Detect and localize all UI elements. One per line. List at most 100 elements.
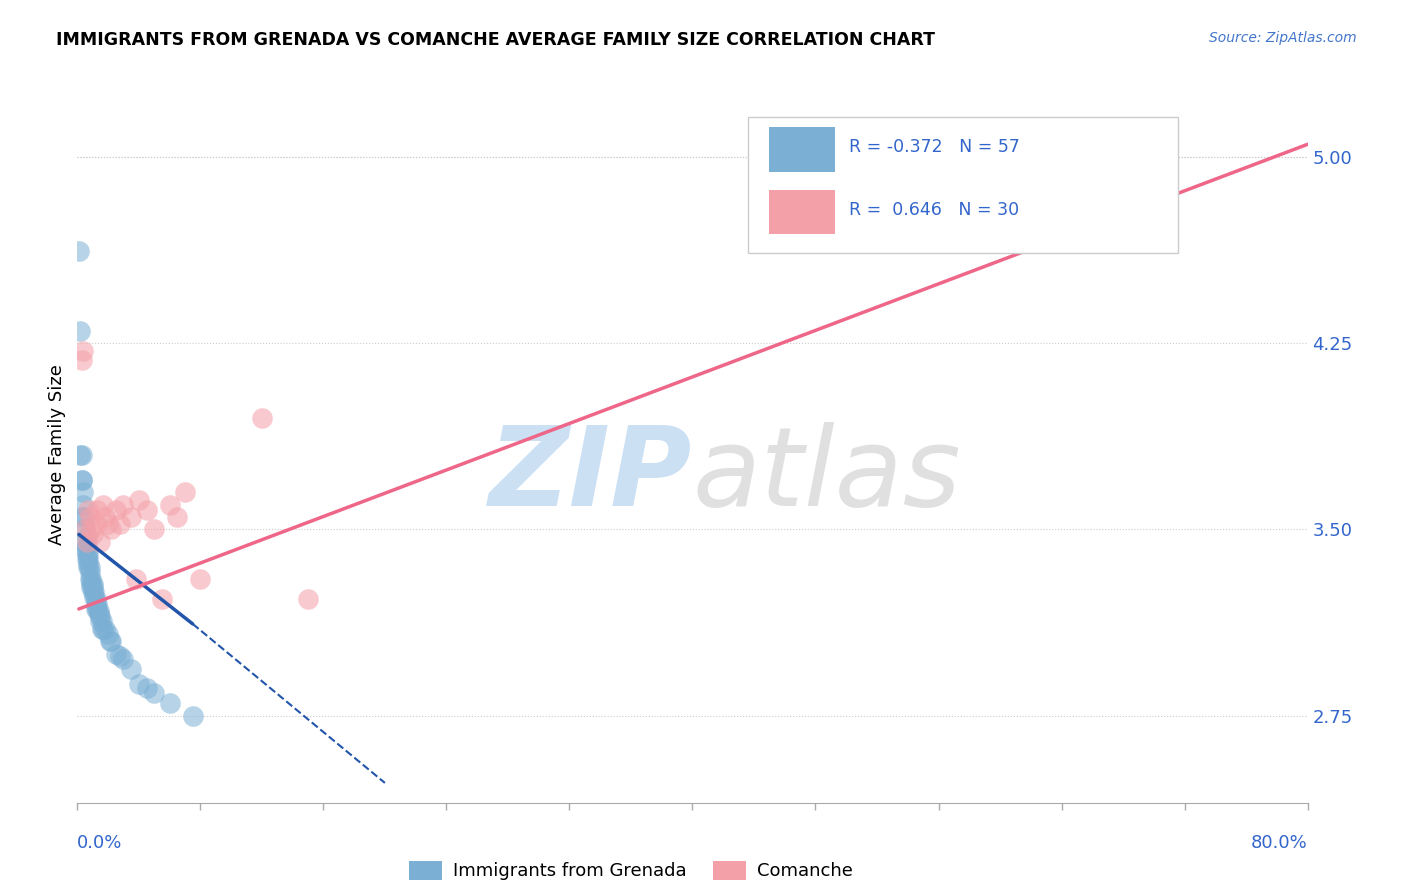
Point [84, 517, 107, 532]
Point [120, 510, 142, 524]
Point [82, 584, 104, 599]
Point [84, 602, 107, 616]
Point [76, 530, 98, 544]
Point [159, 697, 181, 711]
Text: 80.0%: 80.0% [1251, 834, 1308, 852]
Point [89, 609, 111, 624]
Point [297, 592, 319, 607]
Point [83, 590, 105, 604]
Text: R = -0.372   N = 57: R = -0.372 N = 57 [849, 138, 1019, 156]
Point [70, 448, 93, 462]
Point [70, 473, 93, 487]
Point [135, 502, 157, 516]
Point [94, 622, 117, 636]
Point [128, 676, 150, 690]
Point [72, 343, 94, 358]
Point [89, 615, 111, 629]
Point [72, 535, 94, 549]
Text: ZIP: ZIP [489, 422, 693, 529]
Point [76, 547, 98, 561]
Point [125, 572, 148, 586]
Point [73, 523, 96, 537]
Point [112, 498, 135, 512]
Y-axis label: Average Family Size: Average Family Size [48, 365, 66, 545]
Point [188, 572, 212, 586]
Text: IMMIGRANTS FROM GRENADA VS COMANCHE AVERAGE FAMILY SIZE CORRELATION CHART: IMMIGRANTS FROM GRENADA VS COMANCHE AVER… [56, 31, 935, 49]
Point [89, 535, 111, 549]
Point [150, 592, 173, 607]
Point [76, 535, 98, 549]
Point [73, 542, 96, 557]
Text: Source: ZipAtlas.com: Source: ZipAtlas.com [1209, 31, 1357, 45]
Point [67, 244, 90, 259]
Point [83, 584, 105, 599]
Point [94, 510, 117, 524]
Point [87, 607, 110, 621]
Point [104, 647, 127, 661]
Point [143, 686, 166, 700]
FancyBboxPatch shape [769, 128, 835, 172]
Point [70, 473, 93, 487]
Point [76, 552, 98, 566]
Point [250, 410, 273, 425]
Point [86, 502, 108, 516]
Point [69, 448, 91, 462]
Point [90, 622, 114, 636]
Point [100, 523, 122, 537]
Point [70, 510, 93, 524]
Point [90, 615, 114, 629]
Text: atlas: atlas [693, 422, 962, 529]
Point [79, 510, 101, 524]
Text: R =  0.646   N = 30: R = 0.646 N = 30 [849, 201, 1019, 219]
Point [120, 662, 142, 676]
Point [82, 527, 104, 541]
Point [72, 485, 94, 500]
Point [80, 577, 103, 591]
Point [82, 577, 104, 591]
Point [82, 580, 104, 594]
Point [73, 523, 96, 537]
Point [110, 649, 132, 664]
Point [97, 627, 120, 641]
Point [98, 634, 121, 648]
Point [87, 605, 110, 619]
Point [128, 492, 150, 507]
Point [73, 510, 96, 524]
Point [77, 559, 100, 574]
Legend: Immigrants from Grenada, Comanche: Immigrants from Grenada, Comanche [402, 854, 860, 888]
Point [79, 572, 101, 586]
Point [166, 510, 188, 524]
Point [104, 502, 127, 516]
Point [80, 572, 103, 586]
Point [77, 558, 100, 572]
Point [80, 580, 103, 594]
Point [77, 552, 100, 566]
Point [84, 597, 107, 611]
Point [159, 498, 181, 512]
Point [135, 681, 157, 696]
Point [174, 485, 197, 500]
FancyBboxPatch shape [748, 118, 1178, 253]
Point [86, 602, 108, 616]
FancyBboxPatch shape [769, 190, 835, 235]
Point [93, 498, 115, 512]
Point [70, 353, 93, 368]
Point [143, 523, 166, 537]
Point [79, 559, 101, 574]
Point [86, 597, 108, 611]
Point [72, 498, 94, 512]
Point [181, 708, 204, 723]
Point [77, 547, 100, 561]
Point [97, 517, 120, 532]
Point [100, 634, 122, 648]
Point [84, 592, 107, 607]
Text: 0.0%: 0.0% [77, 834, 122, 852]
Point [79, 565, 101, 579]
Point [112, 651, 135, 665]
Point [77, 502, 100, 516]
Point [80, 523, 103, 537]
Point [93, 622, 115, 636]
Point [76, 540, 98, 554]
Point [110, 517, 132, 532]
Point [69, 324, 91, 338]
